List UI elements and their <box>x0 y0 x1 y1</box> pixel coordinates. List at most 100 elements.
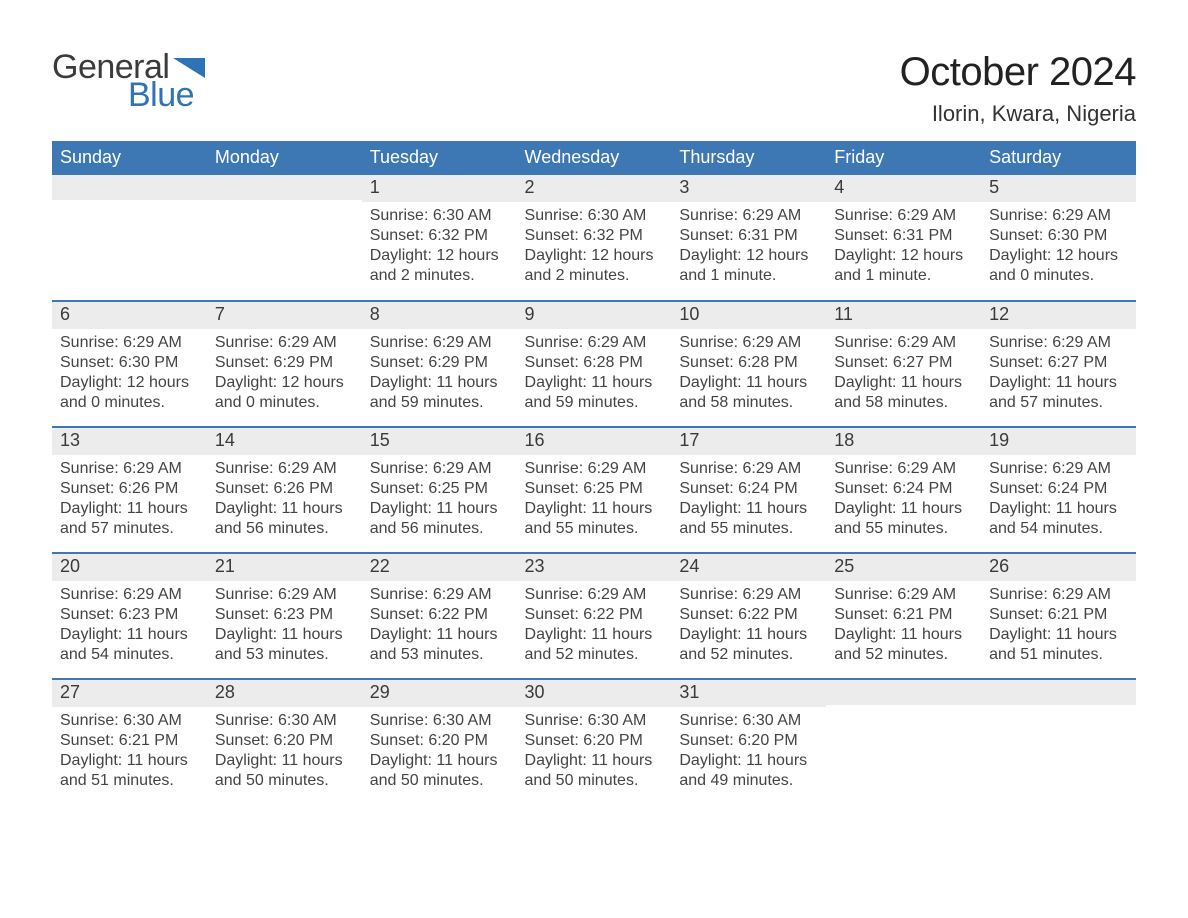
sunrise-line: Sunrise: 6:29 AM <box>60 585 199 605</box>
calendar-week-row: 13Sunrise: 6:29 AMSunset: 6:26 PMDayligh… <box>52 427 1136 553</box>
sunrise-line: Sunrise: 6:30 AM <box>525 206 664 226</box>
daylight-line: Daylight: 12 hours and 0 minutes. <box>215 373 354 413</box>
daylight-line: Daylight: 11 hours and 51 minutes. <box>989 625 1128 665</box>
day-body: Sunrise: 6:30 AMSunset: 6:20 PMDaylight:… <box>362 707 517 797</box>
calendar-day-cell: 15Sunrise: 6:29 AMSunset: 6:25 PMDayligh… <box>362 427 517 553</box>
sunset-line: Sunset: 6:22 PM <box>370 605 509 625</box>
calendar-day-cell: 28Sunrise: 6:30 AMSunset: 6:20 PMDayligh… <box>207 679 362 805</box>
sunrise-line: Sunrise: 6:29 AM <box>679 585 818 605</box>
day-number-strip: 20 <box>52 554 207 581</box>
sunset-line: Sunset: 6:20 PM <box>525 731 664 751</box>
sunrise-line: Sunrise: 6:29 AM <box>60 333 199 353</box>
sunset-line: Sunset: 6:20 PM <box>215 731 354 751</box>
sunrise-line: Sunrise: 6:29 AM <box>215 459 354 479</box>
day-body: Sunrise: 6:29 AMSunset: 6:31 PMDaylight:… <box>671 202 826 292</box>
calendar-week-row: 6Sunrise: 6:29 AMSunset: 6:30 PMDaylight… <box>52 301 1136 427</box>
calendar-day-cell: 31Sunrise: 6:30 AMSunset: 6:20 PMDayligh… <box>671 679 826 805</box>
logo-flag-icon <box>173 58 205 78</box>
day-number-strip: 28 <box>207 680 362 707</box>
day-number-strip: 11 <box>826 302 981 329</box>
calendar-day-cell: 29Sunrise: 6:30 AMSunset: 6:20 PMDayligh… <box>362 679 517 805</box>
calendar-day-cell: 2Sunrise: 6:30 AMSunset: 6:32 PMDaylight… <box>517 175 672 301</box>
sunrise-line: Sunrise: 6:30 AM <box>370 711 509 731</box>
calendar-day-cell: 16Sunrise: 6:29 AMSunset: 6:25 PMDayligh… <box>517 427 672 553</box>
daylight-line: Daylight: 11 hours and 51 minutes. <box>60 751 199 791</box>
sunset-line: Sunset: 6:26 PM <box>215 479 354 499</box>
logo-word-blue: Blue <box>128 78 205 112</box>
day-number-strip: 2 <box>517 175 672 202</box>
day-body: Sunrise: 6:30 AMSunset: 6:20 PMDaylight:… <box>671 707 826 797</box>
day-body: Sunrise: 6:29 AMSunset: 6:21 PMDaylight:… <box>981 581 1136 671</box>
day-body: Sunrise: 6:29 AMSunset: 6:31 PMDaylight:… <box>826 202 981 292</box>
sunrise-line: Sunrise: 6:29 AM <box>370 459 509 479</box>
daylight-line: Daylight: 11 hours and 55 minutes. <box>834 499 973 539</box>
sunrise-line: Sunrise: 6:29 AM <box>834 585 973 605</box>
daylight-line: Daylight: 11 hours and 55 minutes. <box>525 499 664 539</box>
sunset-line: Sunset: 6:30 PM <box>60 353 199 373</box>
weekday-header: Friday <box>826 141 981 175</box>
day-body: Sunrise: 6:30 AMSunset: 6:20 PMDaylight:… <box>207 707 362 797</box>
calendar-day-cell: 30Sunrise: 6:30 AMSunset: 6:20 PMDayligh… <box>517 679 672 805</box>
sunset-line: Sunset: 6:20 PM <box>679 731 818 751</box>
day-number-strip: 7 <box>207 302 362 329</box>
daylight-line: Daylight: 11 hours and 57 minutes. <box>60 499 199 539</box>
daylight-line: Daylight: 12 hours and 2 minutes. <box>525 246 664 286</box>
day-number-strip: 29 <box>362 680 517 707</box>
calendar-day-cell: 12Sunrise: 6:29 AMSunset: 6:27 PMDayligh… <box>981 301 1136 427</box>
calendar-day-cell: 19Sunrise: 6:29 AMSunset: 6:24 PMDayligh… <box>981 427 1136 553</box>
sunrise-line: Sunrise: 6:30 AM <box>215 711 354 731</box>
daylight-line: Daylight: 11 hours and 52 minutes. <box>525 625 664 665</box>
daylight-line: Daylight: 11 hours and 52 minutes. <box>834 625 973 665</box>
calendar-day-cell <box>826 679 981 805</box>
sunrise-line: Sunrise: 6:29 AM <box>834 333 973 353</box>
day-number-strip: 1 <box>362 175 517 202</box>
weekday-header: Saturday <box>981 141 1136 175</box>
day-number-strip: 19 <box>981 428 1136 455</box>
day-number-strip <box>826 680 981 705</box>
calendar-day-cell: 8Sunrise: 6:29 AMSunset: 6:29 PMDaylight… <box>362 301 517 427</box>
sunset-line: Sunset: 6:20 PM <box>370 731 509 751</box>
day-number-strip: 22 <box>362 554 517 581</box>
day-number-strip: 4 <box>826 175 981 202</box>
calendar-day-cell <box>207 175 362 301</box>
daylight-line: Daylight: 11 hours and 50 minutes. <box>370 751 509 791</box>
day-body: Sunrise: 6:29 AMSunset: 6:28 PMDaylight:… <box>671 329 826 419</box>
day-number-strip: 27 <box>52 680 207 707</box>
sunrise-line: Sunrise: 6:29 AM <box>60 459 199 479</box>
daylight-line: Daylight: 11 hours and 50 minutes. <box>215 751 354 791</box>
calendar-day-cell: 25Sunrise: 6:29 AMSunset: 6:21 PMDayligh… <box>826 553 981 679</box>
day-number-strip: 31 <box>671 680 826 707</box>
day-body: Sunrise: 6:29 AMSunset: 6:21 PMDaylight:… <box>826 581 981 671</box>
daylight-line: Daylight: 11 hours and 53 minutes. <box>370 625 509 665</box>
daylight-line: Daylight: 11 hours and 54 minutes. <box>989 499 1128 539</box>
day-body: Sunrise: 6:29 AMSunset: 6:24 PMDaylight:… <box>671 455 826 545</box>
calendar-day-cell: 6Sunrise: 6:29 AMSunset: 6:30 PMDaylight… <box>52 301 207 427</box>
day-number-strip: 10 <box>671 302 826 329</box>
sunset-line: Sunset: 6:21 PM <box>834 605 973 625</box>
calendar-table: Sunday Monday Tuesday Wednesday Thursday… <box>52 141 1136 805</box>
day-number-strip: 14 <box>207 428 362 455</box>
weekday-header: Monday <box>207 141 362 175</box>
sunset-line: Sunset: 6:22 PM <box>525 605 664 625</box>
day-number-strip: 15 <box>362 428 517 455</box>
calendar-day-cell: 3Sunrise: 6:29 AMSunset: 6:31 PMDaylight… <box>671 175 826 301</box>
day-body: Sunrise: 6:29 AMSunset: 6:27 PMDaylight:… <box>826 329 981 419</box>
calendar-day-cell: 14Sunrise: 6:29 AMSunset: 6:26 PMDayligh… <box>207 427 362 553</box>
location-subtitle: Ilorin, Kwara, Nigeria <box>900 101 1136 127</box>
sunset-line: Sunset: 6:32 PM <box>370 226 509 246</box>
sunrise-line: Sunrise: 6:29 AM <box>525 333 664 353</box>
day-body: Sunrise: 6:29 AMSunset: 6:23 PMDaylight:… <box>52 581 207 671</box>
sunset-line: Sunset: 6:24 PM <box>679 479 818 499</box>
daylight-line: Daylight: 11 hours and 58 minutes. <box>679 373 818 413</box>
calendar-page: General Blue October 2024 Ilorin, Kwara,… <box>0 0 1188 918</box>
calendar-day-cell: 18Sunrise: 6:29 AMSunset: 6:24 PMDayligh… <box>826 427 981 553</box>
calendar-day-cell: 1Sunrise: 6:30 AMSunset: 6:32 PMDaylight… <box>362 175 517 301</box>
daylight-line: Daylight: 11 hours and 59 minutes. <box>525 373 664 413</box>
day-body: Sunrise: 6:30 AMSunset: 6:32 PMDaylight:… <box>362 202 517 292</box>
sunrise-line: Sunrise: 6:29 AM <box>989 459 1128 479</box>
day-body: Sunrise: 6:29 AMSunset: 6:27 PMDaylight:… <box>981 329 1136 419</box>
weekday-header: Wednesday <box>517 141 672 175</box>
sunset-line: Sunset: 6:23 PM <box>60 605 199 625</box>
day-number-strip: 13 <box>52 428 207 455</box>
month-title: October 2024 <box>900 50 1136 95</box>
